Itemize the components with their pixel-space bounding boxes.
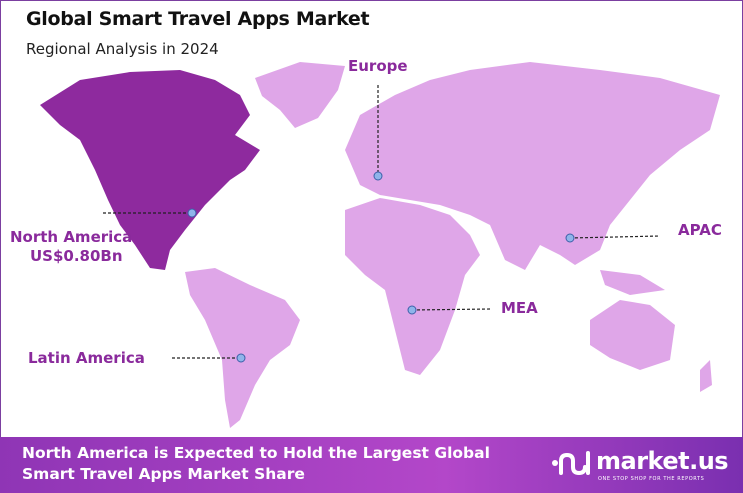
market-us-logo: market.us ONE STOP SHOP FOR THE REPORTS [550, 447, 729, 483]
label-north-america: North America [10, 228, 133, 246]
southeast-asia-islands [600, 270, 665, 295]
market-us-logo-icon [552, 451, 590, 476]
region-north-america [40, 70, 260, 270]
mea-marker [407, 305, 417, 315]
europe-marker [373, 171, 383, 181]
page-subtitle: Regional Analysis in 2024 [26, 40, 219, 58]
world-map [40, 62, 720, 428]
region-mea [345, 198, 480, 375]
latin-america-marker [236, 353, 246, 363]
new-zealand [700, 360, 712, 392]
north-america-marker [187, 208, 197, 218]
greenland [255, 62, 345, 128]
region-europe-asia [345, 62, 720, 270]
australia [590, 300, 675, 370]
apac-marker [565, 233, 575, 243]
footer-text-line1: North America is Expected to Hold the La… [22, 444, 490, 462]
label-latin-america: Latin America [28, 349, 145, 367]
footer-text: North America is Expected to Hold the La… [22, 443, 490, 485]
region-latin-america [185, 268, 300, 428]
label-mea: MEA [501, 299, 538, 317]
logo-tagline: ONE STOP SHOP FOR THE REPORTS [598, 476, 705, 482]
label-north-america-value: US$0.80Bn [30, 247, 123, 265]
page-title: Global Smart Travel Apps Market [26, 8, 370, 30]
label-apac: APAC [678, 221, 722, 239]
footer-text-line2: Smart Travel Apps Market Share [22, 465, 305, 483]
label-europe: Europe [348, 57, 408, 75]
logo-name: market.us [596, 447, 729, 475]
footer-banner: North America is Expected to Hold the La… [0, 437, 743, 493]
